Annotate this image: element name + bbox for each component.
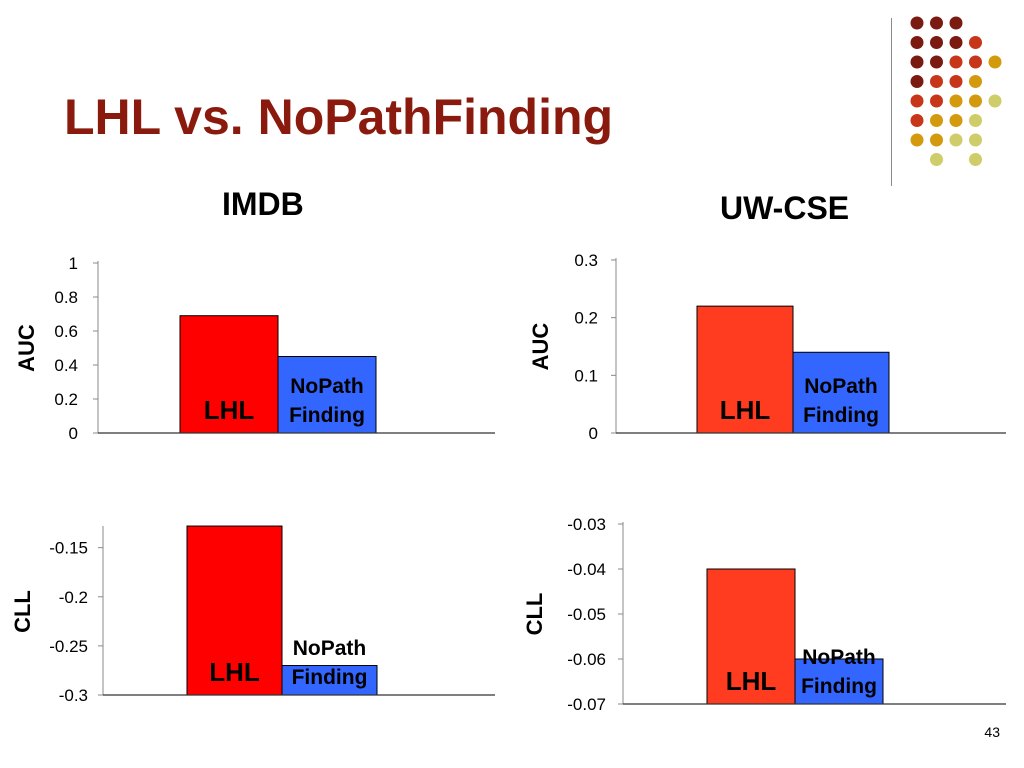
- decorative-dot: [910, 75, 924, 88]
- decorative-dot: [949, 55, 963, 69]
- bar-label-nopathfinding: Finding: [292, 666, 368, 689]
- bar-label-lhl: LHL: [726, 666, 777, 696]
- bar-label-nopathfinding: NoPath: [802, 646, 876, 669]
- y-tick-label: 0: [589, 424, 598, 443]
- bar-label-nopathfinding: Finding: [801, 675, 877, 698]
- decorative-dot: [949, 94, 963, 108]
- imdb-section-title: IMDB: [222, 186, 304, 222]
- lhl-bar: [186, 525, 283, 696]
- decorative-dot: [930, 16, 943, 30]
- decorative-dot: [930, 55, 943, 69]
- bar-label-nopathfinding: Finding: [803, 404, 879, 427]
- bar-label-lhl: LHL: [204, 395, 255, 425]
- y-axis-title: AUC: [528, 323, 553, 371]
- lhl-bar: [696, 305, 794, 434]
- y-tick-label: 0.3: [574, 251, 598, 270]
- decorative-dot: [969, 114, 982, 127]
- y-axis-title: AUC: [14, 324, 39, 372]
- decorative-dot: [949, 36, 963, 49]
- bar-label-nopathfinding: NoPath: [804, 375, 878, 398]
- decorative-dot: [910, 133, 924, 147]
- imdb-cll-chart: -0.3 -0.25 -0.2 -0.15 LHL NoPath Finding CLL: [10, 525, 495, 705]
- y-tick-label: 0.2: [54, 390, 78, 409]
- y-tick-label: -0.05: [567, 605, 606, 624]
- decorative-dot: [949, 75, 963, 88]
- uwcse-section-title: UW-CSE: [720, 190, 850, 226]
- bar-label-nopathfinding: NoPath: [293, 637, 367, 660]
- decorative-dot: [969, 133, 982, 147]
- decorative-dot: [949, 114, 963, 127]
- decorative-divider: [891, 18, 892, 186]
- decorative-dot: [930, 36, 943, 49]
- decorative-dot: [910, 16, 924, 30]
- decorative-dot: [910, 55, 924, 69]
- y-tick-label: -0.03: [567, 515, 606, 534]
- decorative-dot: [930, 114, 943, 127]
- y-tick-label: -0.04: [567, 560, 606, 579]
- decorative-dot: [969, 55, 982, 69]
- bar-label-lhl: LHL: [209, 657, 260, 687]
- y-tick-label: 1: [69, 254, 78, 273]
- nopathfinding-bar: [277, 356, 377, 434]
- y-tick-label: -0.15: [49, 539, 88, 558]
- bar-label-nopathfinding: NoPath: [290, 375, 364, 398]
- uwcse-auc-chart: 0 0.1 0.2 0.3 LHL NoPath Finding AUC: [528, 251, 1006, 443]
- bar-label-nopathfinding: Finding: [289, 404, 365, 427]
- y-tick-label: -0.07: [567, 695, 606, 714]
- decorative-dot: [930, 133, 943, 147]
- decorative-dot: [949, 16, 963, 30]
- decorative-dot: [910, 114, 924, 127]
- decorative-dot: [930, 94, 943, 108]
- y-tick-label: -0.2: [59, 588, 88, 607]
- decorative-dot: [910, 36, 924, 49]
- decorative-dot: [930, 75, 943, 88]
- imdb-auc-chart: 0 0.2 0.4 0.6 0.8 1 LHL NoPath Finding AUC: [14, 254, 495, 443]
- y-axis-title: CLL: [10, 590, 35, 633]
- y-axis-title: CLL: [522, 593, 547, 636]
- page-number: 43: [984, 724, 1000, 740]
- decorative-dot: [988, 94, 1002, 108]
- nopathfinding-bar: [794, 658, 884, 705]
- decorative-dot: [988, 55, 1002, 69]
- decorative-dot: [969, 36, 982, 49]
- y-tick-label: 0.8: [54, 288, 78, 307]
- y-tick-label: 0: [69, 424, 78, 443]
- slide-title: LHL vs. NoPathFinding: [64, 89, 614, 145]
- y-tick-label: 0.1: [574, 366, 598, 385]
- uwcse-cll-chart: -0.07 -0.06 -0.05 -0.04 -0.03 LHL NoPath Findin…: [522, 515, 1006, 714]
- y-tick-label: 0.2: [574, 309, 598, 328]
- bar-label-lhl: LHL: [720, 395, 771, 425]
- decorative-dot: [969, 75, 982, 88]
- decorative-dot: [930, 153, 943, 166]
- y-tick-label: -0.25: [49, 637, 88, 656]
- lhl-bar: [706, 568, 796, 705]
- y-tick-label: -0.3: [59, 686, 88, 705]
- decorative-dot: [910, 94, 924, 108]
- y-tick-label: 0.6: [54, 322, 78, 341]
- decorative-dot: [969, 94, 982, 108]
- decorative-dots: [910, 16, 1002, 166]
- y-tick-label: 0.4: [54, 356, 78, 375]
- decorative-dot: [949, 133, 963, 147]
- decorative-dot: [969, 153, 982, 166]
- y-tick-label: -0.06: [567, 650, 606, 669]
